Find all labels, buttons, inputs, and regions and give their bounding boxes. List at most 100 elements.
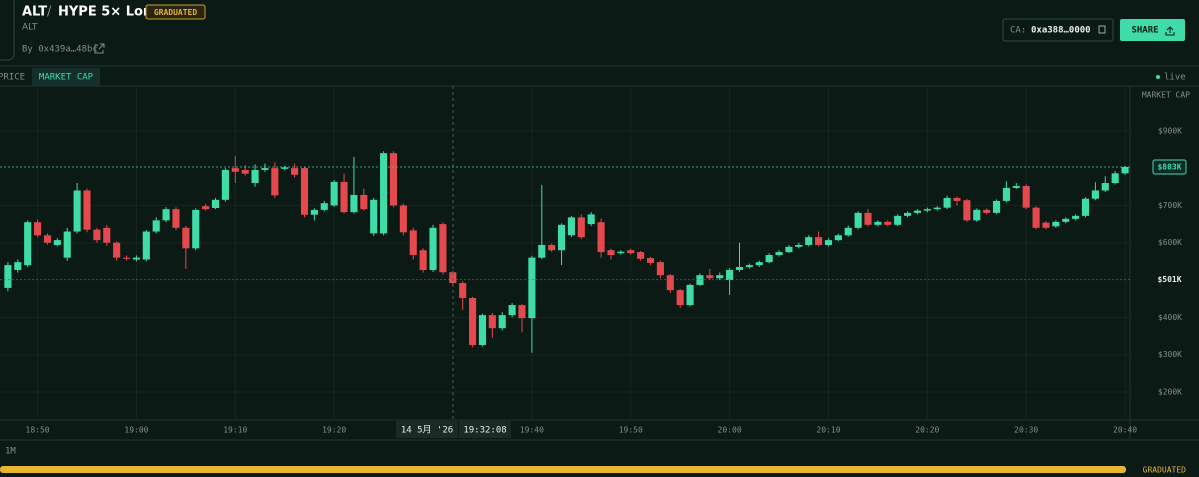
- candle-body: [1121, 166, 1129, 174]
- candle-body: [1032, 207, 1040, 228]
- ca-value: 0xa388…0000: [1031, 26, 1091, 36]
- candle-body: [854, 212, 862, 228]
- y-tick-label: $700K: [1158, 201, 1182, 210]
- candle-body: [221, 169, 229, 200]
- candle-body: [627, 250, 635, 254]
- external-link-icon[interactable]: [94, 43, 105, 54]
- candle-body: [330, 181, 338, 206]
- candle-body: [607, 250, 615, 256]
- candle-body: [815, 237, 823, 245]
- separator: /: [47, 5, 52, 20]
- candle-body: [528, 257, 536, 319]
- candle-body: [113, 242, 121, 258]
- candle-body: [83, 190, 91, 230]
- candle-body: [320, 203, 328, 210]
- y-axis-title: MARKET CAP: [1142, 91, 1190, 100]
- candle-body: [538, 244, 546, 258]
- candle-body: [785, 246, 793, 253]
- candle-body: [765, 255, 773, 263]
- x-tick-label: 20:10: [816, 426, 840, 435]
- candle-body: [557, 224, 566, 251]
- candle-body: [1091, 190, 1099, 199]
- candle-body: [182, 227, 190, 249]
- tab[interactable]: PRICE: [0, 73, 25, 83]
- candle-body: [1062, 218, 1070, 222]
- candle-body: [73, 190, 81, 232]
- candle-body: [805, 237, 813, 245]
- live-dot: [1156, 75, 1160, 79]
- candle-body: [291, 168, 299, 175]
- candle-body: [300, 168, 309, 215]
- candle-body: [478, 315, 487, 345]
- token-icon: [0, 0, 15, 61]
- candle-body: [251, 169, 259, 184]
- candle-body: [202, 206, 210, 210]
- candle-body: [587, 214, 595, 225]
- tab[interactable]: MARKET CAP: [39, 73, 94, 83]
- plot: $200K $300K $400K $600K $700K $900K 18:50 19:00…: [0, 86, 1182, 435]
- candle-body: [795, 244, 803, 247]
- candle-body: [63, 231, 71, 258]
- y-tick-label: $300K: [1158, 350, 1182, 359]
- badge: [145, 4, 206, 20]
- candle-body: [548, 244, 556, 251]
- candle-body: [597, 222, 605, 253]
- creator: By 0x439a…48bc: [22, 45, 98, 55]
- candle-body: [53, 240, 61, 245]
- tab-active-bg: [32, 68, 100, 86]
- candle-body: [824, 240, 833, 245]
- candle-body: [735, 266, 744, 270]
- x-tick-label: 19:20: [322, 426, 346, 435]
- candle-body: [152, 220, 160, 232]
- candle-body: [884, 221, 892, 225]
- candle-body: [666, 275, 674, 291]
- token-name: HYPE 5× Long: [58, 5, 161, 20]
- candle-body: [726, 269, 734, 281]
- candle-body: [103, 227, 111, 243]
- candle-body: [894, 215, 902, 225]
- candle-body: [646, 258, 655, 263]
- candle-body: [4, 265, 12, 288]
- candle-body: [904, 212, 912, 216]
- price-label: $803K: [1157, 162, 1181, 171]
- candle-body: [508, 305, 516, 316]
- candle-body: [992, 200, 1001, 213]
- candle-body: [1101, 183, 1109, 191]
- share-icon: [1165, 26, 1175, 36]
- candle-body: [211, 199, 220, 209]
- candle-body: [261, 168, 269, 170]
- ca-box[interactable]: [1002, 18, 1114, 42]
- ca-label: CA:: [1010, 26, 1026, 36]
- candle-body: [34, 222, 42, 236]
- candle-body: [350, 194, 358, 213]
- crosshair-date: 14 5月 '26: [401, 425, 453, 436]
- candle-body: [192, 209, 200, 249]
- y-tick-label: $900K: [1158, 126, 1182, 135]
- candle-body: [913, 210, 922, 213]
- candle-body: [389, 153, 398, 206]
- candle-body: [923, 209, 931, 211]
- candle-body: [132, 257, 140, 260]
- candle-body: [716, 275, 724, 279]
- progress-status: GRADUATED: [1143, 466, 1187, 475]
- copy-icon: [1098, 25, 1106, 34]
- candle-body: [706, 275, 714, 279]
- crosshair-time-box: [459, 421, 511, 438]
- candle-body: [241, 169, 249, 174]
- candle-body: [498, 315, 506, 329]
- candle-body: [469, 297, 477, 345]
- candle-body: [844, 227, 852, 236]
- candle-body: [429, 227, 437, 270]
- candle-body: [637, 252, 645, 259]
- candle-body: [340, 181, 348, 213]
- candle-body: [409, 230, 417, 256]
- y-tick-label: $600K: [1158, 238, 1182, 247]
- x-tick-label: 19:00: [124, 426, 148, 435]
- x-tick-label: 18:50: [26, 426, 50, 435]
- candle-body: [142, 231, 150, 260]
- interval[interactable]: 1M: [5, 447, 16, 457]
- candle-body: [1081, 198, 1090, 216]
- candle-body: [963, 200, 971, 221]
- candle-body: [973, 209, 981, 221]
